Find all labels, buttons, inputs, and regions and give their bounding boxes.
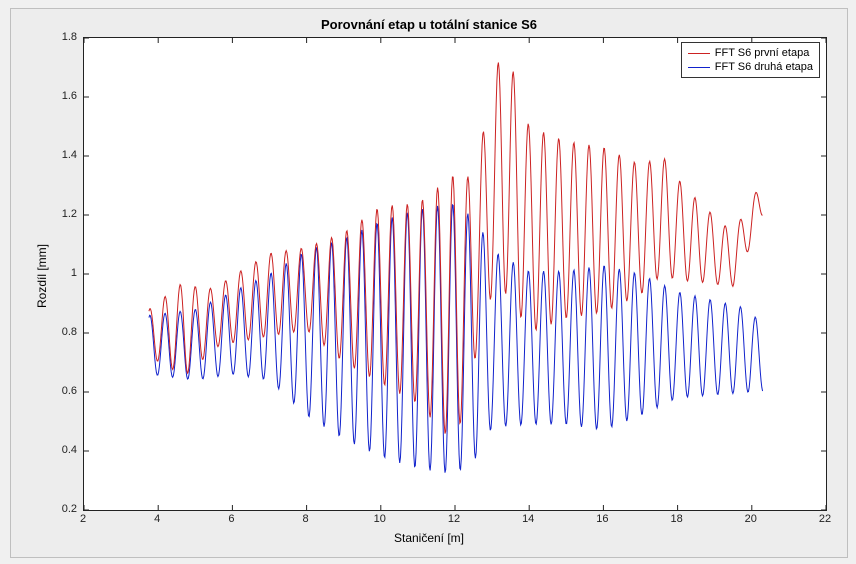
xtick-label: 2 <box>80 513 86 525</box>
ytick-label: 1 <box>51 267 77 279</box>
xtick-label: 12 <box>448 513 460 525</box>
figure-panel: Porovnání etap u totální stanice S6 FFT … <box>10 8 848 558</box>
legend-label-0: FFT S6 první etapa <box>715 47 810 59</box>
ytick-label: 0.4 <box>51 444 77 456</box>
legend-label-1: FFT S6 druhá etapa <box>715 61 813 73</box>
legend-item-0: FFT S6 první etapa <box>688 46 813 60</box>
xtick-label: 4 <box>154 513 160 525</box>
ytick-label: 1.2 <box>51 208 77 220</box>
ytick-label: 1.6 <box>51 90 77 102</box>
ytick-label: 1.8 <box>51 31 77 43</box>
legend-swatch-1 <box>688 67 710 68</box>
xtick-label: 18 <box>670 513 682 525</box>
legend-box: FFT S6 první etapa FFT S6 druhá etapa <box>681 42 820 78</box>
legend-item-1: FFT S6 druhá etapa <box>688 60 813 74</box>
xtick-label: 6 <box>228 513 234 525</box>
ytick-label: 0.2 <box>51 503 77 515</box>
xtick-label: 14 <box>522 513 534 525</box>
xtick-label: 10 <box>374 513 386 525</box>
xtick-label: 8 <box>303 513 309 525</box>
ytick-label: 0.8 <box>51 326 77 338</box>
xtick-label: 22 <box>819 513 831 525</box>
ytick-label: 0.6 <box>51 385 77 397</box>
plot-svg <box>84 38 826 510</box>
chart-title: Porovnání etap u totální stanice S6 <box>11 17 847 32</box>
plot-area: FFT S6 první etapa FFT S6 druhá etapa <box>83 37 827 511</box>
ytick-label: 1.4 <box>51 149 77 161</box>
y-axis-label: Rozdíl [mm] <box>35 244 49 308</box>
xtick-label: 16 <box>596 513 608 525</box>
x-axis-label: Staničení [m] <box>11 531 847 545</box>
xtick-label: 20 <box>745 513 757 525</box>
legend-swatch-0 <box>688 53 710 54</box>
